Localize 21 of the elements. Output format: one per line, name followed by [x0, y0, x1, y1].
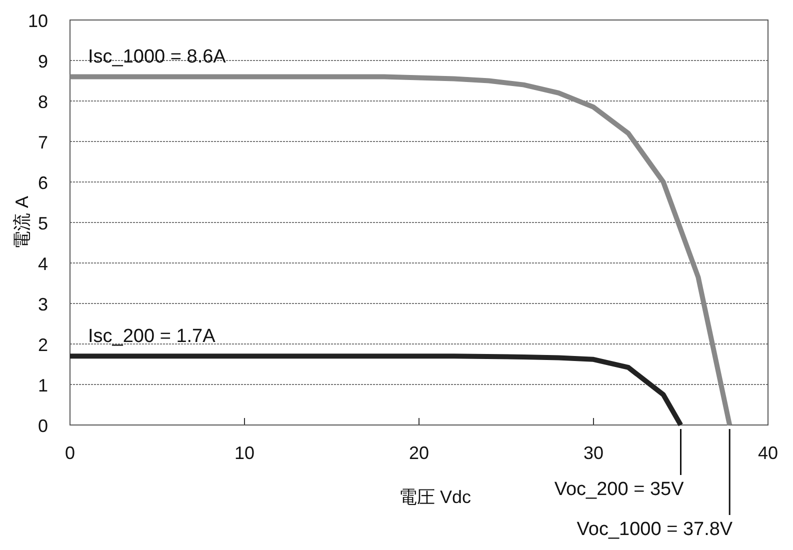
y-tick-label: 1 — [38, 376, 48, 396]
y-tick-label: 4 — [38, 254, 48, 274]
x-tick-label: 20 — [408, 443, 430, 463]
x-tick-label: 0 — [64, 443, 76, 463]
y-axis-title: 電流 A — [12, 196, 32, 250]
y-tick-label: 7 — [38, 132, 48, 152]
y-tick-label: 10 — [28, 11, 48, 31]
y-tick-label: 8 — [38, 92, 48, 112]
annotation: Isc_200 = 1.7A — [88, 326, 216, 348]
ref-line-label: Voc_200 = 35V — [554, 479, 684, 500]
y-tick-label: 6 — [38, 173, 48, 193]
x-axis-title: 電圧 Vdc — [398, 487, 472, 507]
ref-line-label: Voc_1000 = 37.8V — [576, 519, 733, 540]
y-tick-label: 9 — [38, 52, 48, 72]
y-tick-label: 0 — [38, 416, 48, 436]
y-tick-label: 5 — [38, 214, 48, 234]
x-tick-label: 10 — [234, 443, 255, 463]
x-tick-label: 40 — [758, 443, 778, 463]
y-tick-label: 2 — [38, 335, 48, 355]
y-tick-label: 3 — [38, 294, 48, 314]
x-tick-label: 30 — [583, 443, 604, 463]
